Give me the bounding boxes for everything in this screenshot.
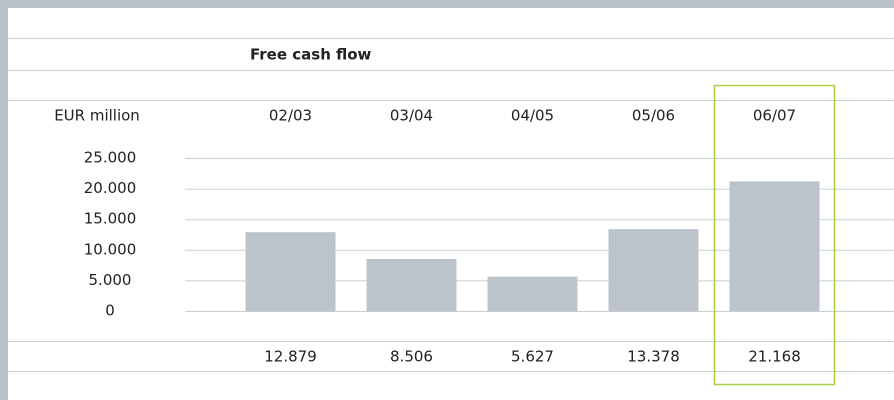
x-tick-label: 02/03 — [269, 107, 312, 125]
value-label: 12.879 — [264, 348, 317, 366]
x-tick-label: 04/05 — [511, 107, 554, 125]
y-tick-label: 10.000 — [84, 240, 137, 258]
value-label: 8.506 — [390, 348, 433, 366]
x-tick-label: 03/04 — [390, 107, 433, 125]
bar — [245, 232, 336, 311]
bar — [729, 181, 820, 311]
y-tick-label: 15.000 — [84, 210, 137, 228]
bar — [608, 229, 699, 311]
highlight-box — [713, 84, 836, 386]
bar — [487, 276, 578, 311]
x-tick-label: 05/06 — [632, 107, 675, 125]
y-tick-label: 20.000 — [84, 179, 137, 197]
y-tick-label: 25.000 — [84, 149, 137, 167]
value-label: 21.168 — [748, 348, 801, 366]
x-tick-label: 06/07 — [753, 107, 796, 125]
chart-title: Free cash flow — [250, 46, 372, 64]
bar — [366, 258, 457, 311]
value-label: 5.627 — [511, 348, 554, 366]
y-tick-label: 5.000 — [89, 271, 132, 289]
y-tick-label: 0 — [105, 302, 115, 320]
value-label: 13.378 — [627, 348, 680, 366]
y-axis-label: EUR million — [54, 107, 140, 125]
